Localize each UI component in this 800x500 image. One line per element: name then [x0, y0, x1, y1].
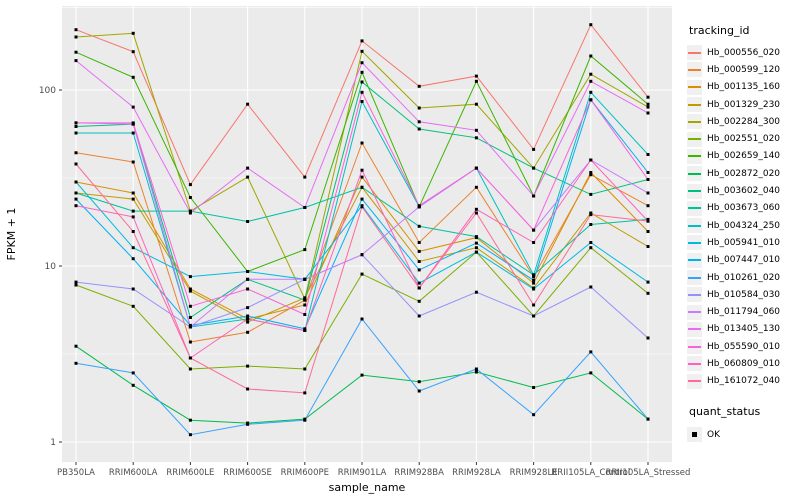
gridlines — [62, 6, 672, 462]
legend-label: Hb_007447_010 — [707, 255, 781, 266]
legend-key-line-icon — [687, 131, 702, 147]
legend-item-ok: OK — [687, 426, 799, 443]
legend-label: Hb_002284_300 — [707, 116, 781, 127]
legend-key-line-icon — [687, 114, 702, 130]
legend-title-tracking-id: tracking_id — [689, 24, 750, 37]
legend-item-Hb_003673_060: Hb_003673_060 — [687, 200, 799, 217]
legend-key-line-icon — [687, 252, 702, 268]
legend-label: Hb_060809_010 — [707, 358, 781, 369]
data-points — [74, 23, 650, 437]
legend-label: Hb_055590_010 — [707, 341, 781, 352]
legend-label: Hb_000599_120 — [707, 64, 781, 75]
legend-label: Hb_005941_010 — [707, 237, 781, 248]
x-tick-label: RRIM928LA — [452, 468, 501, 478]
x-tick-label: RRIM928LE — [510, 468, 558, 478]
x-tick-label: RRII105LA_Control — [551, 468, 630, 478]
y-axis-title: FPKM + 1 — [5, 208, 18, 261]
legend-key-line-icon — [687, 373, 702, 389]
legend-key-line-icon — [687, 356, 702, 372]
legend-label: Hb_010584_030 — [707, 289, 781, 300]
legend-label: Hb_002551_020 — [707, 134, 781, 145]
legend-label-ok: OK — [707, 429, 720, 440]
legend-key-line-icon — [687, 183, 702, 199]
legend-key-line-icon — [687, 148, 702, 164]
legend-label: Hb_001135_160 — [707, 82, 781, 93]
legend-item-Hb_007447_010: Hb_007447_010 — [687, 252, 799, 269]
legend-item-Hb_002284_300: Hb_002284_300 — [687, 113, 799, 130]
legend-label: Hb_002872_020 — [707, 168, 781, 179]
legend-item-Hb_005941_010: Hb_005941_010 — [687, 234, 799, 251]
y-tick-label: 100 — [39, 86, 56, 96]
legend-items-tracking-id: Hb_000556_020 Hb_000599_120 Hb_001135_160 H… — [687, 44, 799, 390]
legend-item-Hb_055590_010: Hb_055590_010 — [687, 338, 799, 355]
x-tick-label: RRIM600SE — [223, 468, 272, 478]
legend-label: Hb_002659_140 — [707, 151, 781, 162]
legend-key-line-icon — [687, 218, 702, 234]
legend-label: Hb_161072_040 — [707, 376, 781, 387]
legend-item-Hb_013405_130: Hb_013405_130 — [687, 321, 799, 338]
x-tick-label: RRIM600LE — [166, 468, 214, 478]
legend-item-Hb_002659_140: Hb_002659_140 — [687, 148, 799, 165]
axes: 1 10 100 PB350LA RRIM600LA RRIM600LE RRIM600SE… — [39, 86, 691, 478]
legend-key-line-icon — [687, 235, 702, 251]
black-square-point-icon — [692, 432, 697, 438]
legend-item-Hb_011794_060: Hb_011794_060 — [687, 303, 799, 320]
legend-label: Hb_000556_020 — [707, 47, 781, 58]
legend-key-line-icon — [687, 166, 702, 182]
legend: tracking_id Hb_000556_020 Hb_000599_120 Hb… — [687, 24, 799, 443]
legend-item-Hb_010261_020: Hb_010261_020 — [687, 269, 799, 286]
legend-key-line-icon — [687, 339, 702, 355]
legend-label: Hb_003673_060 — [707, 203, 781, 214]
legend-key-line-icon — [687, 97, 702, 113]
legend-item-Hb_004324_250: Hb_004324_250 — [687, 217, 799, 234]
legend-item-Hb_000599_120: Hb_000599_120 — [687, 61, 799, 78]
legend-item-Hb_000556_020: Hb_000556_020 — [687, 44, 799, 61]
y-tick-label: 10 — [45, 262, 57, 272]
legend-item-Hb_161072_040: Hb_161072_040 — [687, 373, 799, 390]
legend-key-line-icon — [687, 287, 702, 303]
x-tick-label: RRII105LA_Stressed — [606, 468, 691, 478]
legend-key-line-icon — [687, 304, 702, 320]
x-tick-label: PB350LA — [57, 468, 95, 478]
x-axis-title: sample_name — [329, 481, 406, 494]
legend-item-Hb_003602_040: Hb_003602_040 — [687, 182, 799, 199]
legend-label: Hb_003602_040 — [707, 186, 781, 197]
x-tick-label: RRIM928BA — [394, 468, 444, 478]
legend-label: Hb_004324_250 — [707, 220, 781, 231]
legend-label: Hb_013405_130 — [707, 324, 781, 335]
legend-item-Hb_001329_230: Hb_001329_230 — [687, 96, 799, 113]
legend-item-Hb_010584_030: Hb_010584_030 — [687, 286, 799, 303]
y-tick-label: 1 — [50, 438, 56, 448]
legend-label: Hb_011794_060 — [707, 307, 781, 318]
legend-title-quant-status: quant_status — [689, 404, 761, 418]
legend-key-line-icon — [687, 45, 702, 61]
x-tick-label: RRIM600PE — [281, 468, 329, 478]
x-tick-label: RRIM600LA — [109, 468, 158, 478]
legend-key-line-icon — [687, 79, 702, 95]
legend-key-ok — [687, 427, 702, 443]
legend-item-Hb_002551_020: Hb_002551_020 — [687, 130, 799, 147]
legend-label: Hb_001329_230 — [707, 99, 781, 110]
legend-label: Hb_010261_020 — [707, 272, 781, 283]
legend-item-Hb_060809_010: Hb_060809_010 — [687, 355, 799, 372]
legend-item-Hb_001135_160: Hb_001135_160 — [687, 79, 799, 96]
legend-key-line-icon — [687, 321, 702, 337]
legend-item-Hb_002872_020: Hb_002872_020 — [687, 165, 799, 182]
legend-key-line-icon — [687, 200, 702, 216]
legend-key-line-icon — [687, 62, 702, 78]
x-tick-label: RRIM901LA — [338, 468, 387, 478]
legend-key-line-icon — [687, 270, 702, 285]
